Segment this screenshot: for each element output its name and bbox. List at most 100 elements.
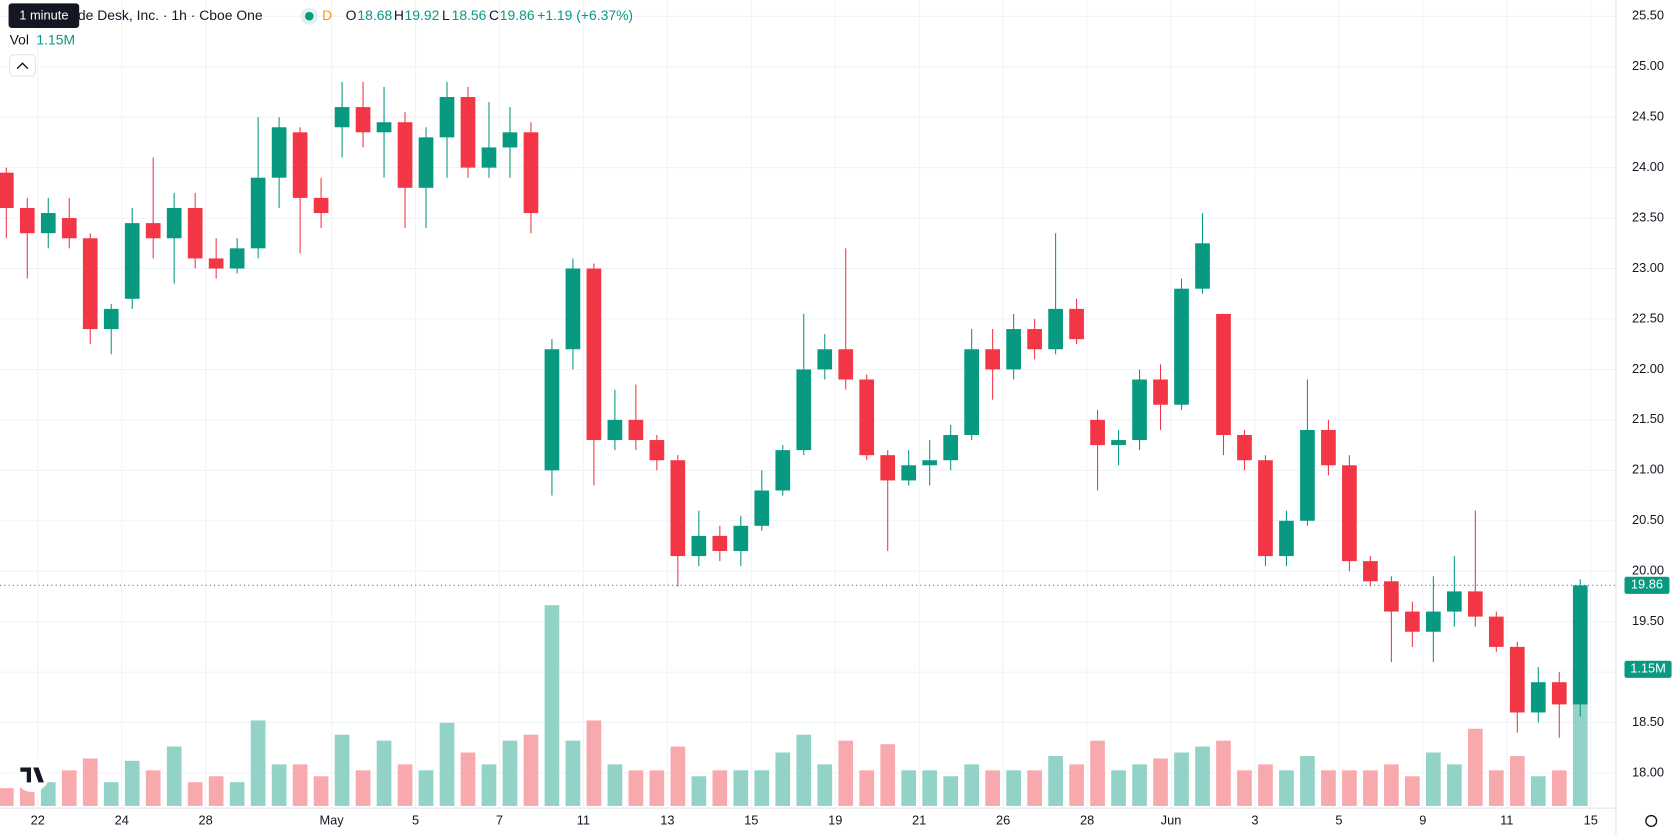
volume-bar — [1216, 740, 1231, 806]
volume-bar — [250, 720, 266, 806]
candle-body — [754, 490, 770, 526]
x-tick-label: 26 — [996, 812, 1010, 827]
x-tick-label: 28 — [199, 812, 213, 827]
candle-body — [1111, 440, 1126, 446]
price-badge — [1624, 576, 1670, 594]
candle-body — [838, 349, 854, 380]
candle-body — [1258, 460, 1273, 557]
candle-body — [1342, 465, 1357, 562]
volume-bar — [544, 605, 560, 806]
y-tick-label: 24.50 — [1632, 109, 1664, 124]
candle-body — [1551, 682, 1567, 705]
volume-bar — [754, 770, 770, 806]
volume-bar — [1446, 764, 1462, 806]
y-tick-label: 21.00 — [1632, 462, 1664, 477]
volume-bar — [922, 770, 938, 806]
x-tick-label: 5 — [412, 812, 419, 827]
y-tick-label: 23.00 — [1632, 260, 1664, 275]
candle-body — [271, 127, 287, 178]
candle-body — [1488, 616, 1504, 647]
x-tick-label: 3 — [1251, 812, 1258, 827]
volume-bar — [145, 770, 161, 806]
candle-body — [1048, 308, 1063, 350]
volume-bar — [1467, 728, 1483, 806]
tooltip-text: 1 minute — [19, 8, 68, 23]
candle-body — [19, 207, 35, 234]
volume-bar — [775, 752, 791, 806]
volume-bar — [1300, 756, 1315, 806]
y-tick-label: 22.50 — [1632, 310, 1664, 325]
candle-body — [544, 349, 560, 471]
volume-bar — [1426, 752, 1441, 806]
candle-body — [334, 107, 350, 128]
collapse-button[interactable] — [9, 54, 36, 77]
candle-body — [166, 207, 182, 239]
volume-bar — [628, 770, 644, 806]
volume-bar — [607, 764, 623, 806]
candle-body — [502, 132, 518, 148]
volume-bar — [1488, 770, 1504, 806]
volume-bar — [1384, 764, 1399, 806]
volume-bar — [1069, 764, 1084, 806]
volume-bar — [481, 764, 497, 806]
candle-body — [796, 369, 812, 451]
candle-body — [1237, 435, 1252, 461]
candle-body — [124, 223, 140, 299]
volume-bar — [1027, 770, 1042, 806]
volume-bar — [1132, 764, 1147, 806]
volume-badge-text: 1.15M — [1630, 661, 1666, 676]
price-badge-text: 19.86 — [1631, 577, 1663, 592]
h-value: 19.92 — [405, 7, 440, 23]
volume-bar — [880, 744, 896, 806]
volume-bar — [670, 746, 686, 806]
candle-body — [145, 223, 161, 239]
candle-body — [586, 268, 602, 441]
x-tick-label: 11 — [1500, 812, 1513, 827]
candle-body — [565, 268, 581, 350]
candle-body — [1446, 591, 1462, 612]
candle-body — [1530, 682, 1546, 713]
volume-bar — [565, 740, 581, 806]
h-label: H — [394, 7, 404, 23]
volume-bar — [901, 770, 917, 806]
candle-body — [418, 137, 434, 188]
candle-body — [439, 97, 455, 138]
volume-bar — [1237, 770, 1252, 806]
volume-bar — [1111, 770, 1126, 806]
badges: 19.86 1.15M — [0, 577, 1672, 678]
volume-bar — [376, 740, 392, 806]
volume-bar — [1321, 770, 1336, 806]
settings-icon[interactable] — [1645, 814, 1658, 827]
candle-body — [607, 419, 623, 441]
symbol-title: The Trade Desk, Inc. · 1h · Cboe One — [30, 7, 263, 23]
status-dot — [304, 11, 314, 21]
candle-body — [397, 122, 413, 188]
candle-body — [1405, 611, 1420, 632]
candle-body — [733, 525, 749, 552]
candle-body — [481, 147, 497, 168]
volume-bar — [943, 776, 959, 806]
candle-body — [1195, 243, 1210, 289]
candle-body — [880, 455, 896, 481]
volume-bar — [397, 764, 413, 806]
volume-bar — [964, 764, 980, 806]
volume-bar — [1048, 756, 1063, 806]
legend-header: The Trade Desk, Inc. · 1h · Cboe One D O… — [8, 3, 633, 77]
x-tick-label: 28 — [1080, 812, 1094, 827]
volume-bar — [1509, 756, 1525, 806]
candle-body — [1279, 520, 1294, 557]
candle-body — [208, 258, 224, 269]
candle-body — [229, 248, 245, 269]
volume-bar — [82, 758, 98, 806]
collapse-icon — [16, 62, 29, 70]
volume-bar — [586, 720, 602, 806]
volume-bar — [208, 776, 224, 806]
volume-bar — [1551, 770, 1567, 806]
logo — [14, 757, 50, 793]
volume-bar — [859, 770, 875, 806]
candle-body — [187, 207, 203, 259]
candle-body — [922, 460, 938, 466]
volume-bar — [187, 782, 203, 806]
candle-body — [1069, 308, 1084, 340]
